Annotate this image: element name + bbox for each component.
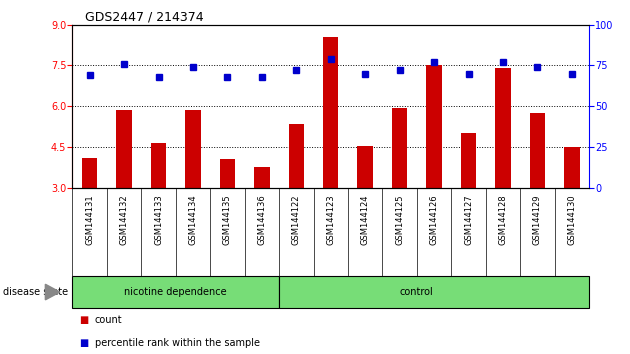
Bar bbox=[495, 68, 511, 188]
Text: GSM144136: GSM144136 bbox=[258, 195, 266, 245]
Text: GSM144122: GSM144122 bbox=[292, 195, 301, 245]
Text: GSM144131: GSM144131 bbox=[85, 195, 94, 245]
Text: GSM144132: GSM144132 bbox=[120, 195, 129, 245]
Bar bbox=[392, 108, 408, 188]
Text: GSM144125: GSM144125 bbox=[395, 195, 404, 245]
Text: control: control bbox=[400, 287, 433, 297]
Bar bbox=[254, 167, 270, 188]
Bar bbox=[117, 110, 132, 188]
Bar bbox=[323, 37, 338, 188]
FancyBboxPatch shape bbox=[279, 276, 589, 308]
Text: count: count bbox=[94, 315, 122, 325]
Bar bbox=[564, 147, 580, 188]
Bar bbox=[82, 158, 98, 188]
Text: ■: ■ bbox=[79, 338, 88, 348]
Text: GDS2447 / 214374: GDS2447 / 214374 bbox=[85, 11, 203, 24]
Text: GSM144134: GSM144134 bbox=[188, 195, 197, 245]
Bar bbox=[289, 124, 304, 188]
Text: percentile rank within the sample: percentile rank within the sample bbox=[94, 338, 260, 348]
FancyBboxPatch shape bbox=[72, 276, 279, 308]
Text: GSM144127: GSM144127 bbox=[464, 195, 473, 245]
Text: GSM144123: GSM144123 bbox=[326, 195, 335, 245]
Bar bbox=[461, 133, 476, 188]
Text: nicotine dependence: nicotine dependence bbox=[125, 287, 227, 297]
Text: disease state: disease state bbox=[3, 287, 68, 297]
Text: GSM144128: GSM144128 bbox=[498, 195, 507, 245]
Bar bbox=[530, 113, 545, 188]
Text: GSM144135: GSM144135 bbox=[223, 195, 232, 245]
Bar bbox=[185, 110, 201, 188]
Text: ■: ■ bbox=[79, 315, 88, 325]
Bar bbox=[357, 145, 373, 188]
Bar bbox=[151, 143, 166, 188]
Bar bbox=[427, 65, 442, 188]
Text: GSM144126: GSM144126 bbox=[430, 195, 438, 245]
Text: GSM144133: GSM144133 bbox=[154, 195, 163, 245]
Text: GSM144130: GSM144130 bbox=[568, 195, 576, 245]
Bar bbox=[220, 159, 235, 188]
Text: GSM144124: GSM144124 bbox=[361, 195, 370, 245]
Text: GSM144129: GSM144129 bbox=[533, 195, 542, 245]
